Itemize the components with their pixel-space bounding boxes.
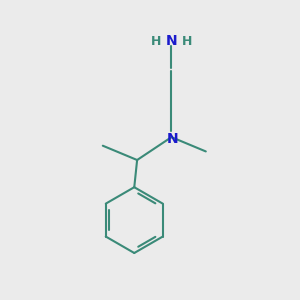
Text: N: N <box>167 132 179 145</box>
Text: N: N <box>166 34 177 48</box>
Text: H: H <box>151 35 161 48</box>
Text: H: H <box>182 35 192 48</box>
